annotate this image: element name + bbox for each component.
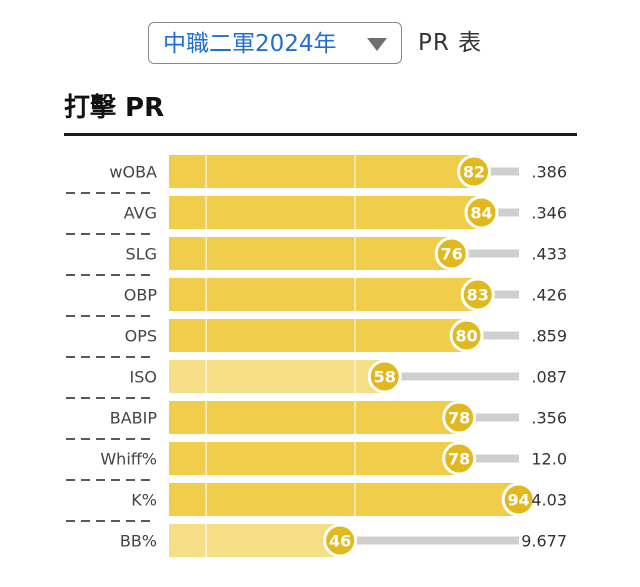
category-label: OBP (124, 286, 158, 305)
category-label: wOBA (109, 163, 157, 182)
pr-bar (169, 483, 519, 516)
stat-value-label: .433 (531, 245, 567, 264)
stat-value-label: 12.0 (531, 450, 567, 469)
pr-track (384, 372, 519, 381)
pr-badge-label: 46 (329, 532, 351, 551)
pr-badge-label: 78 (448, 409, 470, 428)
pr-bar (169, 401, 460, 434)
pr-badge-label: 84 (470, 204, 492, 223)
stat-value-label: 9.677 (521, 532, 567, 551)
page-header: 中職二軍2024年 PR 表 (0, 0, 640, 80)
pr-bar (169, 196, 482, 229)
pr-badge (442, 400, 477, 435)
category-label: OPS (125, 327, 157, 346)
pr-track (459, 413, 519, 422)
pr-bar (169, 278, 478, 311)
pr-track (481, 208, 519, 217)
pr-table-label: PR 表 (418, 30, 483, 56)
pr-bar (169, 360, 385, 393)
caret-down-icon[interactable] (367, 38, 387, 51)
pr-track (477, 290, 519, 299)
pr-badge (449, 318, 484, 353)
category-label: Whiff% (100, 450, 157, 469)
pr-badge (367, 359, 402, 394)
pr-track (474, 167, 519, 176)
stat-value-label: 4.03 (531, 491, 567, 510)
stat-value-label: .859 (531, 327, 567, 346)
category-label: BABIP (110, 409, 158, 428)
pr-badge-label: 58 (374, 368, 396, 387)
pr-badge-label: 78 (448, 450, 470, 469)
pr-bar (169, 524, 341, 557)
pr-bar (169, 319, 467, 352)
pr-badge (464, 195, 499, 230)
pr-bar (169, 155, 475, 188)
stat-value-label: .087 (531, 368, 567, 387)
pr-badge (434, 236, 469, 271)
stat-value-label: .356 (531, 409, 567, 428)
pr-badge (501, 482, 536, 517)
stat-value-label: .386 (531, 163, 567, 182)
pr-badge-label: 76 (441, 245, 463, 264)
category-label: SLG (126, 245, 157, 264)
pr-track (340, 536, 519, 545)
pr-track (466, 331, 519, 340)
section-divider (64, 133, 577, 136)
pr-track (451, 249, 519, 258)
pr-badge (323, 523, 358, 558)
pr-badge-label: 83 (467, 286, 489, 305)
pr-bar (169, 442, 460, 475)
category-label: ISO (130, 368, 157, 387)
pr-bar (169, 237, 452, 270)
category-label: AVG (124, 204, 157, 223)
stat-value-label: .346 (531, 204, 567, 223)
season-selector-value: 中職二軍2024年 (163, 31, 337, 57)
pr-badge (442, 441, 477, 476)
pr-track (459, 454, 519, 463)
pr-badge-label: 94 (508, 491, 530, 510)
pr-badge-label: 80 (455, 327, 477, 346)
pr-badge-label: 82 (463, 163, 485, 182)
category-label: BB% (120, 532, 157, 551)
pr-badge (457, 154, 492, 189)
category-label: K% (131, 491, 157, 510)
section-title: 打擊 PR (64, 93, 165, 123)
pr-badge (460, 277, 495, 312)
season-selector[interactable]: 中職二軍2024年 (148, 22, 402, 64)
stat-value-label: .426 (531, 286, 567, 305)
